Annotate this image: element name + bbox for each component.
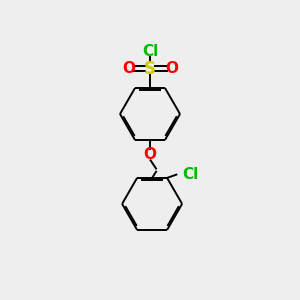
Text: O: O [122,61,135,76]
Text: Cl: Cl [183,167,199,182]
Text: O: O [165,61,178,76]
Text: O: O [143,147,157,162]
Text: Cl: Cl [142,44,158,59]
Text: S: S [144,59,156,77]
